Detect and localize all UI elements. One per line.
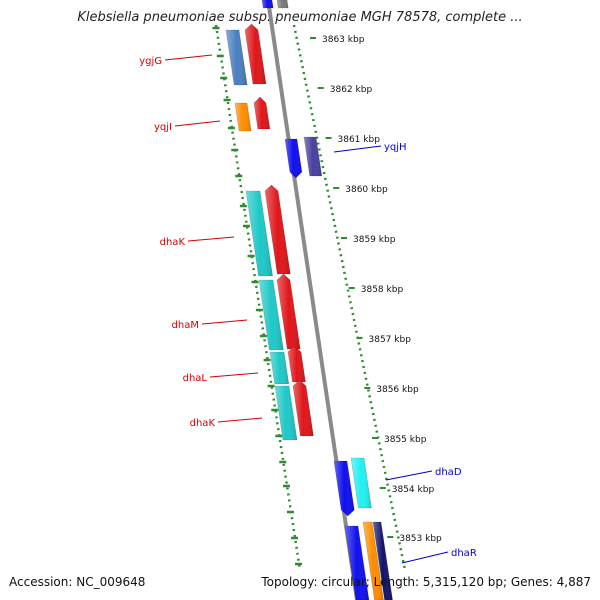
gene-label-dhaD: dhaD xyxy=(435,467,462,478)
right-track-dots xyxy=(292,24,407,571)
gene-leader-line xyxy=(385,470,433,481)
gene-ygjG-shade xyxy=(226,30,248,85)
gene-ygjG-strand-shade xyxy=(245,24,266,84)
gene-yqjH-shade xyxy=(285,139,302,178)
scale-tick-label: 3857 kbp xyxy=(369,335,412,345)
scale-tick-label: 3853 kbp xyxy=(399,534,442,544)
left-track-dots xyxy=(214,24,302,571)
gene-labels: ygjG yqjI dhaK dhaM dhaL dhaK yqjH dhaD dhaR xyxy=(139,54,477,564)
gene-leader-line xyxy=(201,319,248,325)
gene-yqjI-strand-shade xyxy=(254,97,270,129)
gene-dhaL-shade xyxy=(270,352,289,384)
gene-leader-line xyxy=(174,120,221,127)
gene-dhaR-shade xyxy=(345,526,369,600)
gene-dhaK-strand-shade xyxy=(265,185,291,274)
gene-leader-line xyxy=(333,145,382,153)
genome-stats: Topology: circular; Length: 5,315,120 bp… xyxy=(261,575,591,589)
gene-label-dhaR: dhaR xyxy=(451,548,477,559)
gene-dhaM-strand-shade xyxy=(277,274,301,349)
scale-tick-label: 3855 kbp xyxy=(384,435,427,445)
scale-tick-label: 3854 kbp xyxy=(392,485,435,495)
gene-yqjI-shade xyxy=(235,103,252,131)
gene-dhaD-strand-shade xyxy=(351,458,372,508)
gene-dhaM-shade xyxy=(259,280,284,350)
scale-ticks: 3863 kbp 3862 kbp 3861 kbp 3860 kbp 3859 kbp… xyxy=(212,26,442,566)
gene-dhaR-strand-shade xyxy=(363,522,384,600)
gene-label-dhaK: dhaK xyxy=(190,418,216,429)
scale-tick-label: 3858 kbp xyxy=(361,285,404,295)
gene-leader-line xyxy=(217,417,263,423)
gene-yqjH-strand-shade xyxy=(304,137,322,176)
scale-tick-label: 3861 kbp xyxy=(338,135,381,145)
gene-dhaK-shade xyxy=(275,386,297,440)
gene-label-dhaM: dhaM xyxy=(172,320,199,331)
top-partial-feature-shade xyxy=(277,0,289,8)
scale-tick-label: 3859 kbp xyxy=(353,235,396,245)
gene-label-dhaL: dhaL xyxy=(183,373,208,384)
gene-leader-line xyxy=(209,372,259,378)
gene-dhaD-shade xyxy=(334,461,355,516)
gene-dhaL-strand-shade xyxy=(288,346,306,382)
track-lines xyxy=(214,0,407,600)
gene-label-ygjG: ygjG xyxy=(139,56,162,67)
gene-leader-line xyxy=(164,54,213,61)
scale-tick-label: 3863 kbp xyxy=(322,35,365,45)
gene-label-yqjI: yqjI xyxy=(154,122,172,133)
gene-dhaK-strand-shade xyxy=(293,380,314,436)
accession-label: Accession: NC_009648 xyxy=(9,575,146,589)
gene-leader-line xyxy=(401,551,449,564)
gene-features[interactable] xyxy=(225,0,393,600)
gene-label-yqjH: yqjH xyxy=(384,142,407,153)
scale-tick-label: 3860 kbp xyxy=(345,185,388,195)
top-partial-feature-shade xyxy=(262,0,274,8)
map-title: Klebsiella pneumoniae subsp. pneumoniae … xyxy=(77,10,523,25)
scale-tick-label: 3862 kbp xyxy=(330,85,373,95)
scale-tick-label: 3856 kbp xyxy=(376,385,419,395)
gene-dhaK-shade xyxy=(246,191,273,276)
gene-dhaR-strand-2-shade xyxy=(373,522,393,600)
gene-label-dhaK: dhaK xyxy=(160,237,186,248)
gene-leader-line xyxy=(187,236,235,242)
